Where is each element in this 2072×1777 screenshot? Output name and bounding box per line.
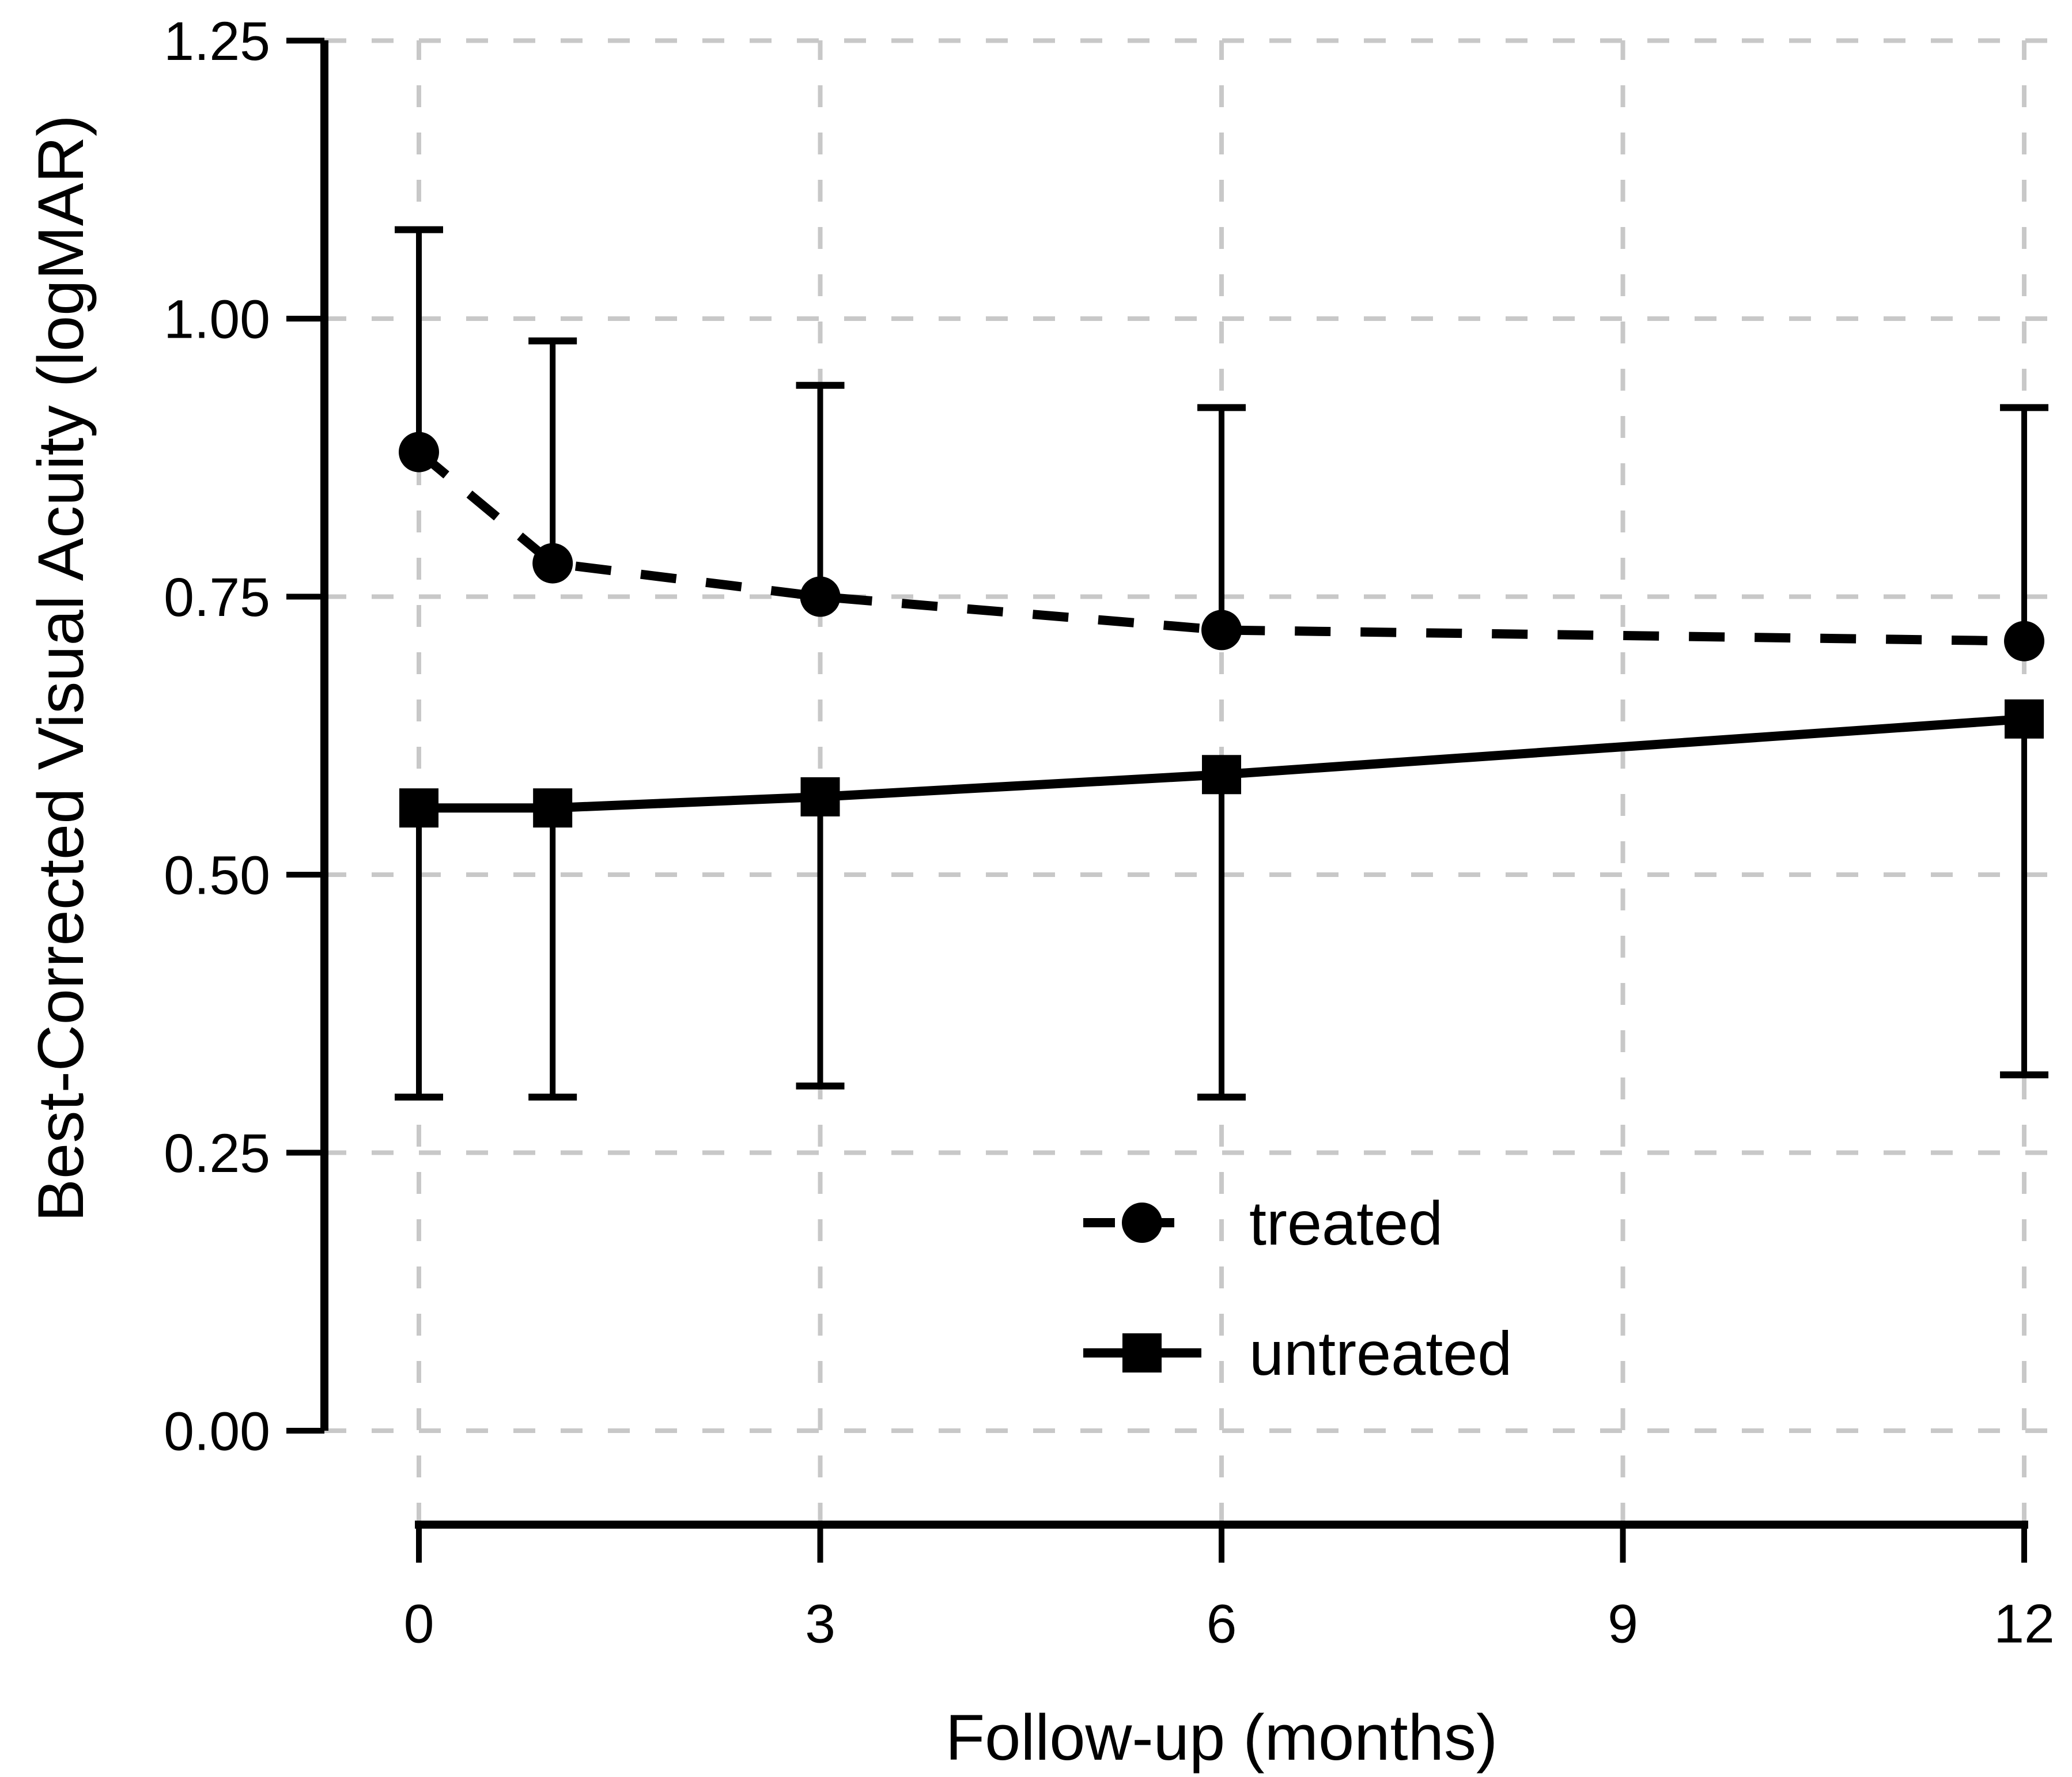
x-tick-label: 3 — [805, 1593, 835, 1654]
series-untreated — [395, 699, 2049, 1101]
treated-marker — [399, 432, 439, 472]
untreated-marker — [2005, 699, 2044, 739]
series-treated — [395, 226, 2049, 661]
y-tick-label: 1.00 — [164, 289, 270, 350]
legend: treated untreated — [1083, 1188, 1512, 1388]
untreated-marker — [1202, 755, 1242, 795]
treated-marker — [2004, 621, 2045, 661]
x-axis-title: Follow-up (months) — [946, 1702, 1498, 1774]
gridlines — [324, 38, 2049, 1525]
legend-treated-marker — [1122, 1203, 1162, 1243]
untreated-marker — [399, 788, 438, 828]
legend-label: untreated — [1249, 1318, 1512, 1388]
y-tick-label: 1.25 — [164, 11, 270, 72]
x-tick-label: 6 — [1207, 1593, 1237, 1654]
y-axis-title: Best-Corrected Visual Acuity (logMAR) — [25, 115, 97, 1222]
untreated-marker — [800, 777, 840, 816]
y-tick-label: 0.50 — [164, 845, 270, 906]
treated-marker — [532, 543, 573, 584]
y-tick-label: 0.00 — [164, 1401, 270, 1462]
treated-marker — [800, 576, 841, 617]
x-axis: 0 3 6 9 12 — [404, 1521, 2055, 1654]
x-tick-label: 12 — [1994, 1593, 2055, 1654]
y-tick-label: 0.25 — [164, 1123, 270, 1184]
untreated-marker — [533, 788, 573, 828]
treated-marker — [1201, 610, 1242, 651]
legend-untreated-marker — [1122, 1333, 1162, 1373]
y-tick-label: 0.75 — [164, 567, 270, 628]
y-axis: 0.00 0.25 0.50 0.75 1.00 1.25 — [164, 11, 328, 1462]
legend-label: treated — [1249, 1188, 1443, 1258]
x-tick-label: 0 — [404, 1593, 434, 1654]
x-tick-label: 9 — [1608, 1593, 1638, 1654]
